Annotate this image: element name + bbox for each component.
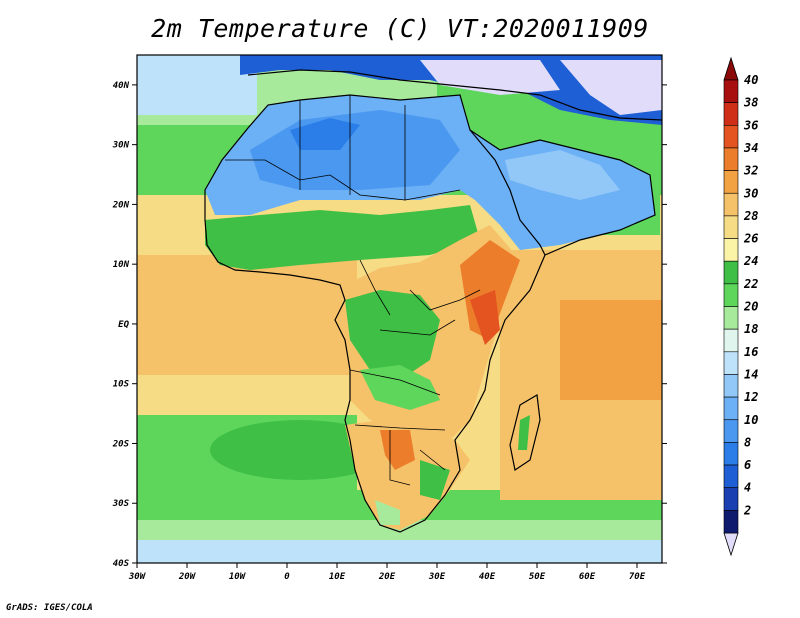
lat-tick-label: 30N [112,141,130,151]
colorbar-segment [723,487,739,511]
colorbar-segment [723,102,739,126]
lon-tick-label: 10E [329,572,346,582]
colorbar-label: 2 [743,503,751,517]
colorbar-segment [723,283,739,307]
colorbar-label: 16 [744,345,758,359]
lat-tick-label: 40S [113,559,130,569]
longitude-axis: 30W 20W 10W 0 10E 20E 30E 40E 50E 60E 70E [128,563,646,582]
lat-tick-label: 20N [112,200,130,210]
colorbar-label: 22 [743,277,758,291]
colorbar-segment [723,170,739,194]
colorbar-segment [723,260,739,285]
plot-frame [136,54,663,564]
lon-tick-label: 60E [579,572,596,582]
country-borders [225,95,481,486]
colorbar-label: 40 [744,73,758,87]
lon-tick-label: 10W [229,572,247,582]
lat-tick-label: 10N [113,260,130,270]
colorbar-label: 20 [743,300,758,314]
colorbar-label: 18 [744,322,758,336]
colorbar-segment [723,396,739,421]
colorbar-label: 14 [744,367,758,381]
colorbar-label: 6 [744,458,751,472]
lat-tick-label: 10S [113,380,130,390]
lon-tick-label: 70E [629,572,646,582]
lat-tick-label: EQ [118,320,129,330]
colorbar-label: 32 [743,164,758,178]
colorbar-segment [723,442,739,466]
colorbar-label: 36 [743,118,758,132]
lon-tick-label: 0 [284,572,290,582]
colorbar-label: 4 [744,481,751,495]
colorbar-segment [723,215,739,239]
lat-tick-label: 20S [112,439,130,449]
colorbar-label: 28 [743,209,758,223]
map-title: 2m Temperature (C) VT:2020011909 [151,14,649,43]
coastlines [204,69,662,533]
colorbar-above-triangle [723,56,739,81]
colorbar-segment [723,125,739,149]
lat-tick-label: 30S [112,499,130,509]
colorbar-segment [723,79,739,103]
lon-tick-label: 50E [529,572,546,582]
colorbar-segment [723,147,739,171]
colorbar-label: 12 [744,390,758,404]
colorbar-segment [723,464,739,488]
latitude-axis: 40N 30N 20N 10N EQ 10S 20S 30S 40S [112,81,667,569]
colorbar-segment [723,192,739,217]
colorbar-segment [723,510,739,534]
colorbar-segment [723,351,739,375]
colorbar-label: 8 [744,435,751,449]
lon-tick-label: 30E [428,572,446,582]
colorbar-label: 38 [743,96,758,110]
lon-tick-label: 40E [479,572,496,582]
colorbar-label: 10 [744,413,758,427]
credit-label: GrADS: IGES/COLA [6,603,93,613]
colorbar-segment [723,238,739,262]
lon-tick-label: 20W [178,572,197,582]
colorbar-label: 26 [743,232,758,246]
colorbar-below-triangle [723,532,739,557]
colorbar-label: 24 [743,254,758,268]
colorbar-segment [723,306,739,330]
colorbar-segment [723,419,739,443]
lon-tick-label: 30W [128,572,147,582]
colorbar-segment [723,328,739,353]
lat-tick-label: 40N [113,81,130,91]
colorbar-segment [723,374,739,398]
lon-tick-label: 20E [378,572,396,582]
colorbar-label: 34 [743,141,758,155]
colorbar-label: 30 [743,186,758,200]
temperature-field [137,55,662,563]
